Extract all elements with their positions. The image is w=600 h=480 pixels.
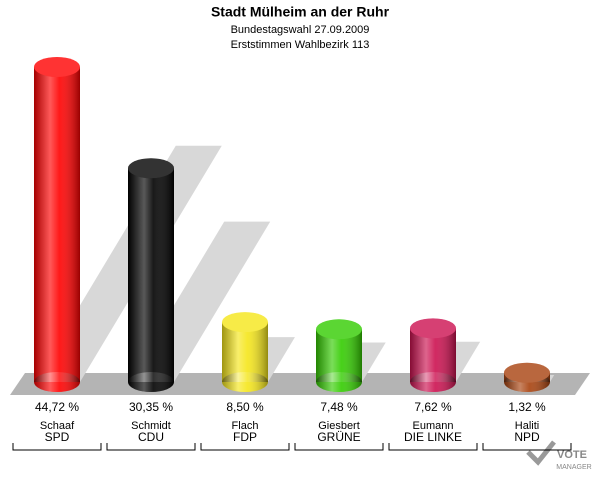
bar-bottom-shade bbox=[222, 372, 268, 392]
bar bbox=[128, 158, 174, 392]
bar-bottom-shade bbox=[34, 372, 80, 392]
bar-top bbox=[410, 318, 456, 339]
bar bbox=[222, 312, 268, 392]
category-bracket bbox=[388, 443, 478, 451]
category-label: Giesbert bbox=[318, 420, 360, 432]
party-label: GRÜNE bbox=[317, 430, 360, 444]
bar bbox=[410, 318, 456, 392]
bar-top-light bbox=[222, 312, 268, 333]
logo-text: MANAGER bbox=[556, 464, 591, 471]
category-bracket bbox=[12, 443, 102, 451]
value-label: 30,35 % bbox=[129, 400, 173, 414]
party-label: FDP bbox=[233, 430, 257, 444]
bar-bottom-shade bbox=[128, 372, 174, 392]
category-bracket bbox=[482, 443, 572, 451]
bar-top-light bbox=[504, 362, 550, 383]
bar-top-light bbox=[34, 56, 80, 77]
party-label: CDU bbox=[138, 430, 164, 444]
party-label: NPD bbox=[514, 430, 540, 444]
category-label: Haliti bbox=[515, 420, 539, 432]
bar bbox=[316, 319, 362, 392]
value-label: 8,50 % bbox=[226, 400, 264, 414]
bar-top bbox=[34, 56, 80, 77]
bar-top bbox=[316, 319, 362, 340]
category-bracket bbox=[200, 443, 290, 451]
floor bbox=[10, 373, 590, 395]
category-label: Eumann bbox=[413, 420, 454, 432]
value-label: 7,48 % bbox=[320, 400, 358, 414]
bar-shade bbox=[128, 168, 174, 382]
bar-shade bbox=[34, 66, 80, 382]
category-label: Flach bbox=[232, 420, 259, 432]
bar-top-light bbox=[316, 319, 362, 340]
bar bbox=[34, 56, 80, 392]
category-bracket bbox=[294, 443, 384, 451]
chart-subtitle: Bundestagswahl 27.09.2009 bbox=[231, 24, 370, 36]
bar-top bbox=[222, 312, 268, 333]
logo-text: VOTE bbox=[557, 449, 587, 461]
bar-bottom-shade bbox=[410, 372, 456, 392]
bar-bottom-shade bbox=[316, 372, 362, 392]
value-label: 44,72 % bbox=[35, 400, 79, 414]
party-label: DIE LINKE bbox=[404, 430, 462, 444]
chart-title: Stadt Mülheim an der Ruhr bbox=[211, 4, 390, 20]
bar-top-light bbox=[128, 158, 174, 179]
logo: VOTE MANAGER bbox=[526, 440, 592, 471]
bar-top bbox=[128, 158, 174, 179]
value-label: 1,32 % bbox=[508, 400, 546, 414]
party-label: SPD bbox=[45, 430, 70, 444]
bar bbox=[504, 362, 550, 392]
bar-top bbox=[504, 362, 550, 383]
category-bracket bbox=[106, 443, 196, 451]
bar-top-light bbox=[410, 318, 456, 339]
category-label: Schmidt bbox=[131, 420, 171, 432]
bar-shadow bbox=[34, 145, 222, 382]
value-label: 7,62 % bbox=[414, 400, 452, 414]
chart-subtitle: Erststimmen Wahlbezirk 113 bbox=[231, 39, 370, 51]
category-label: Schaaf bbox=[40, 420, 75, 432]
